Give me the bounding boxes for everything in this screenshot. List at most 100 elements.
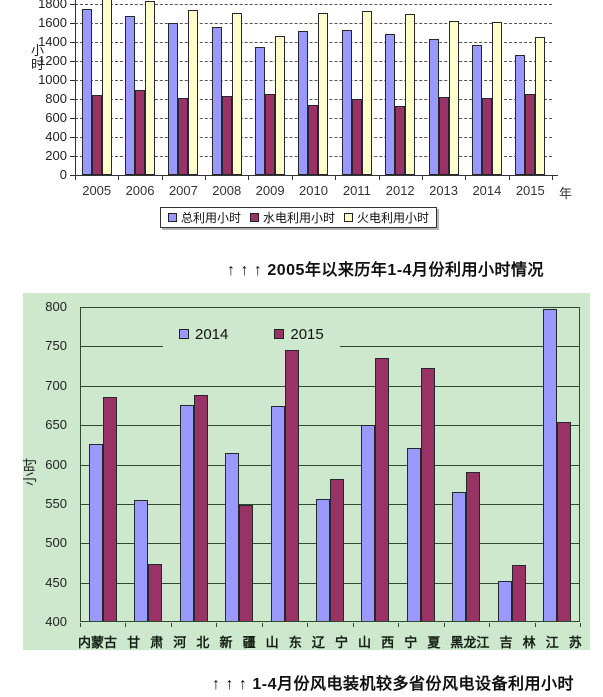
- x-tick-label: 甘: [127, 635, 141, 650]
- bar: [361, 425, 376, 622]
- axis-tick: [205, 176, 207, 180]
- axis-tick: [335, 176, 337, 180]
- axis-tick: [70, 80, 75, 81]
- x-tick-label: 江: [545, 635, 559, 650]
- bar: [225, 453, 240, 622]
- bar-group: [292, 0, 335, 175]
- x-tick-label: 2009: [255, 183, 285, 198]
- bar-group: [379, 0, 422, 175]
- y-axis-title: 小时: [31, 43, 45, 72]
- x-tick-label: 北: [196, 635, 210, 650]
- gridline: [75, 23, 552, 24]
- bar-group: [262, 307, 307, 622]
- legend-label: 2015: [290, 325, 324, 343]
- legend-key-swatch: [250, 213, 260, 222]
- axis-tick: [118, 176, 120, 180]
- axis-tick: [70, 42, 75, 43]
- axis-tick: [261, 623, 263, 627]
- axis-tick: [70, 23, 75, 24]
- bar: [284, 350, 299, 622]
- x-tick-label: 内蒙古: [78, 635, 118, 650]
- bar: [395, 106, 406, 175]
- axis-tick: [398, 623, 400, 627]
- legend-item: 总利用小时: [168, 209, 241, 226]
- axis-tick: [443, 623, 445, 627]
- x-tick-label: 林: [522, 635, 536, 650]
- bar-group: [422, 0, 465, 175]
- bar-group: [125, 307, 170, 622]
- bar: [329, 479, 344, 622]
- x-tick-label: 苏: [568, 635, 582, 650]
- bar: [543, 309, 558, 622]
- x-tick-label: 吉: [499, 635, 513, 650]
- bar-group: [465, 0, 508, 175]
- y-tick-label: 650: [45, 417, 67, 433]
- y-tick-label: 800: [45, 299, 67, 314]
- axis-tick: [70, 99, 75, 100]
- bar: [145, 0, 156, 175]
- y-tick-label: 500: [45, 535, 67, 551]
- legend-label: 水电利用小时: [263, 211, 336, 225]
- x-tick-label: 疆: [242, 635, 256, 650]
- x-tick-label: 2006: [125, 183, 155, 198]
- x-axis-labels: 2005 2006 2007 2008 2009 2010 2011 2012 2013 2014…: [75, 183, 552, 198]
- bar-group: [205, 0, 248, 175]
- bar: [255, 47, 266, 175]
- bar: [211, 26, 222, 175]
- bar-group: [75, 0, 118, 175]
- gridline: [80, 385, 580, 387]
- axis-tick: [70, 118, 75, 119]
- legend-key-swatch: [344, 213, 354, 222]
- bar: [535, 37, 546, 175]
- y-tick-label: 750: [45, 338, 67, 354]
- bar: [88, 444, 103, 622]
- plot-area: [75, 0, 552, 175]
- x-tick-label: 西: [381, 635, 395, 650]
- legend-key-swatch: [274, 329, 285, 339]
- axis-tick: [508, 176, 510, 180]
- axis-tick: [70, 61, 75, 62]
- gridline: [75, 99, 552, 100]
- bar-group: [216, 307, 261, 622]
- x-tick-label: 2005: [82, 183, 112, 198]
- bar: [265, 94, 276, 175]
- axis-tick: [378, 176, 380, 180]
- axis-tick: [125, 623, 127, 627]
- bar: [466, 472, 481, 622]
- bar: [491, 22, 502, 175]
- axis-tick: [465, 176, 467, 180]
- bar-group: [162, 0, 205, 175]
- bar: [275, 35, 286, 175]
- legend-item: 水电利用小时: [250, 209, 335, 226]
- axis-tick: [80, 623, 81, 627]
- bar: [511, 564, 526, 622]
- y-tick-label: 600: [45, 456, 67, 472]
- bar-group: [398, 307, 443, 622]
- gridline: [80, 425, 580, 427]
- bar: [438, 96, 449, 175]
- x-tick-label: 2007: [168, 183, 198, 198]
- y-tick-label: 1200: [38, 53, 67, 68]
- bar: [448, 20, 459, 175]
- axis-tick: [421, 176, 423, 180]
- bar: [515, 55, 526, 175]
- x-tick-label: 河: [173, 635, 187, 650]
- wind-chart-caption: ↑ ↑ ↑ 1-4月份风电装机较多省份风电设备利用小时: [212, 676, 574, 693]
- x-tick-label: 山: [265, 635, 279, 650]
- x-axis-labels: 内蒙古甘肃河北新疆山东辽宁山西宁夏黑龙江吉林江苏: [78, 632, 582, 651]
- x-tick-label: 2014: [472, 183, 502, 198]
- axis-tick: [352, 623, 354, 627]
- x-tick-label: 2008: [212, 183, 242, 198]
- axis-tick: [534, 623, 536, 627]
- legend-item: 2014: [179, 326, 228, 343]
- legend: 2014 2015: [163, 319, 340, 349]
- bar: [125, 16, 136, 175]
- y-tick-label: 600: [45, 110, 67, 125]
- axis-tick: [70, 156, 75, 157]
- x-tick-label: 2011: [342, 183, 371, 198]
- bar: [270, 406, 285, 622]
- axis-tick: [161, 176, 163, 180]
- axis-tick: [170, 623, 172, 627]
- x-tick-label: 宁: [334, 635, 348, 650]
